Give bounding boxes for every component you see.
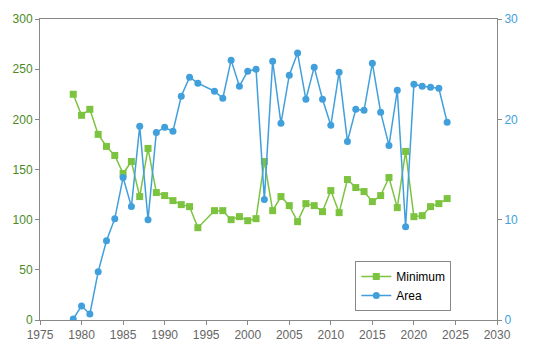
svg-text:Area: Area: [396, 289, 422, 303]
svg-text:1985: 1985: [110, 328, 137, 342]
svg-text:1980: 1980: [68, 328, 95, 342]
svg-text:2025: 2025: [442, 328, 469, 342]
svg-text:1995: 1995: [193, 328, 220, 342]
svg-text:300: 300: [13, 12, 33, 26]
svg-text:30: 30: [504, 12, 518, 26]
svg-text:Minimum: Minimum: [396, 270, 445, 284]
svg-text:2020: 2020: [401, 328, 428, 342]
svg-text:2030: 2030: [484, 328, 511, 342]
svg-text:2010: 2010: [317, 328, 344, 342]
svg-text:1990: 1990: [151, 328, 178, 342]
svg-text:50: 50: [19, 263, 33, 277]
svg-text:2005: 2005: [276, 328, 303, 342]
svg-text:150: 150: [13, 163, 33, 177]
svg-text:2000: 2000: [234, 328, 261, 342]
svg-text:1975: 1975: [27, 328, 54, 342]
svg-text:20: 20: [504, 113, 518, 127]
svg-text:10: 10: [504, 213, 518, 227]
svg-text:100: 100: [13, 213, 33, 227]
svg-text:0: 0: [26, 313, 33, 327]
svg-text:2015: 2015: [359, 328, 386, 342]
svg-text:200: 200: [13, 113, 33, 127]
svg-text:250: 250: [13, 62, 33, 76]
svg-text:0: 0: [504, 313, 511, 327]
